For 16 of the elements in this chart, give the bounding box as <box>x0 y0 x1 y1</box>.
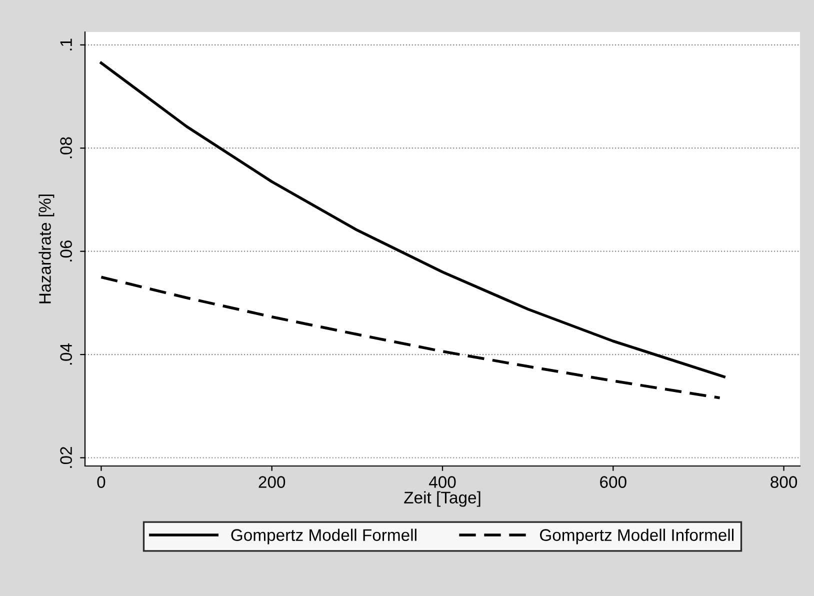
legend-label: Gompertz Modell Informell <box>540 528 734 544</box>
y-tick-label: .04 <box>60 343 72 365</box>
y-tick-label: .02 <box>60 446 72 468</box>
x-axis-title: Zeit [Tage] <box>404 491 480 507</box>
y-tick-label: .1 <box>60 38 72 50</box>
x-tick-label: 600 <box>600 476 626 488</box>
y-tick-label: .06 <box>60 240 72 262</box>
legend-label: Gompertz Modell Formell <box>231 528 416 544</box>
x-tick-label: 0 <box>97 476 106 488</box>
x-tick-label: 800 <box>770 476 798 488</box>
x-tick-label: 200 <box>258 476 286 488</box>
y-axis-title: Hazardrate [%] <box>38 194 54 304</box>
line-series <box>100 62 726 378</box>
line-series <box>100 276 722 400</box>
y-tick-label: .08 <box>60 137 72 158</box>
x-tick-label: 400 <box>428 476 456 488</box>
